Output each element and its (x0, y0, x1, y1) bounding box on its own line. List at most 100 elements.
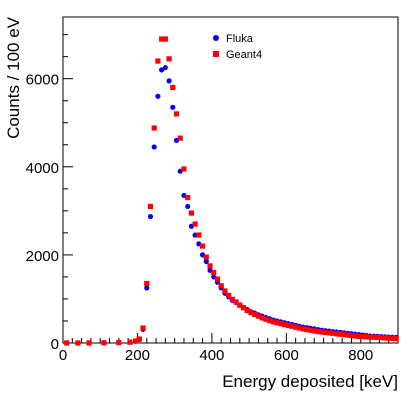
data-point (293, 324, 299, 330)
data-point (315, 328, 321, 335)
series-geant4 (64, 36, 399, 346)
data-point (337, 331, 343, 337)
y-tick-label: 2000 (26, 248, 59, 265)
x-tick-label: 800 (348, 347, 373, 364)
data-point (348, 332, 355, 339)
data-point (64, 340, 70, 346)
data-point (116, 339, 122, 346)
data-point (226, 292, 232, 299)
data-point (389, 335, 396, 341)
data-point (263, 316, 269, 322)
x-tick-label: 600 (274, 347, 299, 364)
data-point (185, 195, 191, 201)
x-tick-label: 400 (199, 347, 224, 364)
data-point (196, 232, 202, 238)
data-point (259, 315, 265, 321)
data-point (300, 326, 306, 332)
data-point (170, 104, 176, 110)
data-point (166, 78, 172, 84)
data-point (386, 335, 392, 341)
data-point (281, 321, 288, 328)
data-point (244, 307, 250, 313)
data-point (304, 326, 310, 333)
data-point (144, 285, 150, 291)
data-point (185, 203, 191, 210)
data-point (285, 322, 291, 328)
data-point (181, 166, 187, 172)
data-point (240, 305, 247, 311)
data-point (170, 84, 176, 91)
data-point (86, 340, 92, 346)
legend: Fluka Geant4 (213, 33, 262, 61)
data-point (363, 334, 369, 340)
data-point (151, 125, 157, 131)
legend-marker-fluka (213, 35, 219, 41)
data-point (360, 334, 366, 340)
data-point (155, 93, 161, 99)
data-point (136, 336, 142, 342)
data-point (274, 320, 280, 326)
data-point (207, 263, 213, 269)
data-point (352, 333, 358, 339)
data-point (289, 323, 295, 329)
data-point (341, 332, 347, 338)
data-point (255, 313, 262, 319)
data-point (382, 335, 388, 341)
data-series (64, 36, 399, 346)
y-tick-label: 6000 (26, 72, 59, 89)
data-point (296, 325, 302, 331)
y-axis-label: Counts / 100 eV (4, 16, 23, 139)
data-point (203, 254, 209, 260)
data-point (229, 296, 235, 302)
data-point (319, 329, 325, 335)
data-point (330, 330, 336, 336)
data-point (127, 339, 133, 345)
data-point (270, 319, 276, 325)
y-tick-label: 4000 (26, 160, 59, 177)
data-point (166, 56, 172, 62)
data-point (322, 329, 329, 336)
data-point (159, 36, 165, 42)
data-point (140, 325, 146, 331)
data-point (162, 36, 168, 42)
data-point (177, 135, 183, 141)
data-point (218, 283, 224, 289)
y-tick-label: 0 (51, 336, 59, 353)
data-point (367, 334, 373, 340)
x-tick-label: 0 (59, 347, 67, 364)
data-point (173, 111, 180, 117)
data-point (371, 334, 377, 340)
data-point (222, 288, 228, 294)
data-point (266, 317, 273, 324)
data-point (203, 258, 209, 265)
data-point (188, 210, 195, 216)
data-point (278, 321, 284, 327)
data-point (192, 221, 198, 227)
data-point (211, 269, 217, 276)
data-point (199, 243, 206, 249)
data-point (307, 327, 314, 333)
data-point (333, 331, 340, 337)
data-point (393, 335, 399, 342)
x-axis: 0 200 400 600 800 (59, 333, 399, 364)
series-fluka (64, 65, 399, 346)
data-point (237, 302, 243, 308)
data-point (248, 310, 254, 316)
data-point (356, 333, 362, 339)
x-tick-label: 200 (125, 347, 150, 364)
data-point (132, 338, 139, 344)
data-point (147, 213, 154, 220)
y-axis: 0 2000 4000 6000 (26, 34, 73, 353)
data-point (311, 328, 317, 334)
data-point (233, 299, 239, 305)
legend-marker-geant4 (213, 51, 219, 57)
x-axis-label: Energy deposited [keV] (222, 372, 398, 391)
data-point (214, 276, 221, 282)
data-point (147, 203, 154, 210)
data-point (162, 65, 168, 71)
legend-label-fluka: Fluka (226, 33, 254, 45)
data-point (252, 311, 258, 317)
data-point (378, 335, 384, 341)
data-point (326, 330, 332, 336)
